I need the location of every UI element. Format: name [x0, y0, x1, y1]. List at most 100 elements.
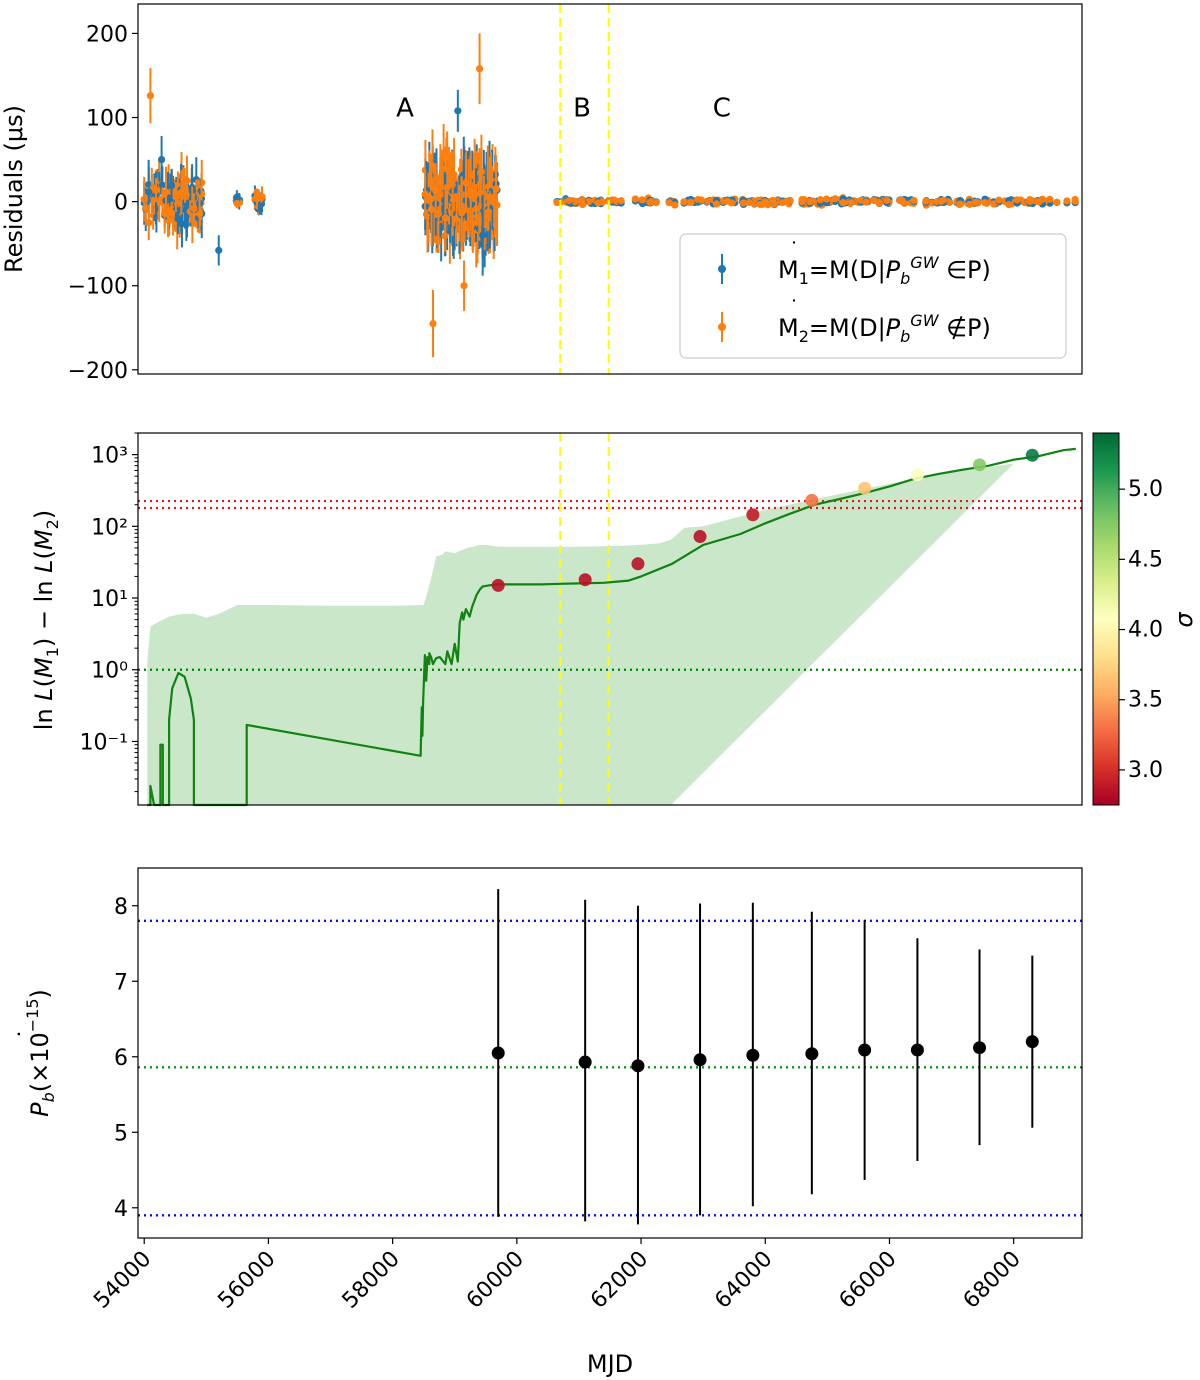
mjd-x-tick-label-6: 66000: [835, 1247, 902, 1314]
residual-point-M1-122: [158, 181, 166, 189]
likelihood-point-4: [746, 508, 760, 522]
residual-point-M2-737: [571, 198, 579, 206]
mjd-x-tick-label-0: 54000: [89, 1247, 156, 1314]
residual-point-M2-431: [472, 205, 480, 213]
residual-point-M1-hl5: [454, 107, 462, 115]
residual-point-M2-817: [883, 196, 891, 204]
residual-point-M2-481: [484, 208, 493, 216]
residual-point-M2-hl4: [475, 65, 484, 73]
likelihood-point-6: [858, 481, 872, 495]
residual-point-M2-755: [680, 198, 688, 206]
residuals-y-ticks: −200 −100 0 100 200: [68, 22, 138, 384]
colorbar: [1092, 432, 1120, 806]
likelihood-axes-frame: [137, 432, 1083, 806]
mjd-x-axis-label: MJD: [587, 1350, 633, 1378]
residual-point-M2-947: [761, 198, 769, 206]
likelihood-y-axis-label: ln L(M1) − ln L(M2): [30, 510, 62, 730]
residual-point-M2-883: [1035, 198, 1043, 206]
likelihood-point-0: [491, 578, 505, 592]
residual-point-M2-417: [471, 169, 479, 177]
residual-point-M2-689: [995, 196, 1003, 204]
legend-pbdot-dot-m1: ˙: [789, 238, 799, 262]
pbdot-y-axis-label-dot: ˙: [14, 1028, 42, 1040]
likelihood-point-8: [973, 458, 987, 472]
residual-point-M2-861: [745, 198, 753, 207]
residual-point-M2-929: [862, 198, 870, 206]
region-labels: A B C: [396, 93, 731, 123]
residual-point-M2-617: [1053, 198, 1061, 206]
legend-marker-m1: [718, 265, 726, 273]
legend-entry-m2: M2=M(D|PbGW ∉P): [778, 311, 991, 346]
residual-point-M2-575: [585, 197, 593, 206]
residual-point-M2-899: [898, 197, 906, 205]
mjd-x-tick-label-1: 56000: [213, 1247, 280, 1314]
legend-box: [679, 233, 1067, 359]
residual-point-M2-939: [598, 198, 607, 206]
residual-point-M2-923: [1026, 197, 1034, 205]
residual-point-M2-485: [462, 179, 470, 187]
residual-point-M2-421: [449, 195, 457, 203]
residual-point-M1-hl6: [479, 231, 487, 239]
residual-point-M1-84: [145, 188, 153, 196]
pbdot-y-tick-label-0: 4: [114, 1197, 128, 1222]
likelihood-point-1: [578, 573, 592, 587]
pbdot-point-3: [693, 1053, 707, 1067]
residual-point-M2-487: [458, 209, 466, 217]
likelihood-y-ticks: 10⁻¹ 10⁰ 10¹ 10² 10³: [80, 432, 138, 793]
residual-point-M1-112: [174, 215, 182, 223]
residual-point-M2-465: [467, 187, 475, 195]
residual-point-M2-903: [1071, 197, 1079, 205]
pbdot-y-tick-label-4: 8: [114, 895, 128, 920]
likelihood-y-tick-label-2: 10¹: [91, 587, 128, 612]
pbdot-y-ticks: 4 5 6 7 8: [114, 895, 138, 1222]
colorbar-ticks: 3.0 3.5 4.0 4.5 5.0: [1119, 477, 1163, 783]
legend-marker-m2: [718, 323, 726, 331]
likelihood-panel: 10⁻¹ 10⁰ 10¹ 10² 10³ ln L(M1) − ln L(M2) 3.0…: [30, 432, 1198, 807]
residual-point-M1-hl1: [158, 155, 166, 164]
mjd-x-tick-label-2: 58000: [338, 1247, 405, 1314]
likelihood-y-tick-label-4: 10³: [91, 444, 128, 469]
residual-point-M2-787: [687, 198, 695, 206]
residual-point-M2-835: [981, 199, 989, 207]
likelihood-uncertainty-band: [147, 463, 1014, 805]
likelihood-y-tick-label-3: 10²: [91, 515, 128, 540]
residuals-axes-frame: [137, 3, 1083, 375]
pbdot-point-2: [631, 1059, 645, 1073]
pbdot-y-tick-label-1: 5: [114, 1121, 128, 1146]
residual-point-M2-137: [167, 209, 176, 217]
residual-point-M2-845: [956, 200, 964, 208]
residual-point-M2-479: [432, 187, 440, 195]
residuals-marks: [140, 4, 1079, 374]
pbdot-point-9: [1025, 1035, 1039, 1049]
residual-point-M2-471: [492, 185, 500, 193]
residual-point-M2-927: [769, 196, 777, 205]
residual-point-M2-825: [638, 196, 646, 204]
residual-point-M2-889: [712, 200, 721, 208]
residual-point-M2-893: [971, 198, 980, 206]
pbdot-panel: 4 5 6 7 8 54000 56000 58000 60000 62000 64000 6600…: [14, 867, 1083, 1378]
residual-point-M2-911: [806, 198, 814, 206]
residual-point-M2-873: [565, 196, 573, 205]
likelihood-point-3: [693, 530, 707, 544]
residual-point-M2-681: [671, 201, 679, 209]
residuals-y-tick-label-2: 0: [114, 191, 128, 216]
residual-point-M2-781: [665, 199, 673, 207]
residual-point-M2-819: [922, 197, 930, 205]
residual-point-M2-877: [647, 197, 655, 206]
residuals-y-tick-label-4: 200: [86, 22, 128, 47]
residual-point-M2-131: [195, 210, 204, 218]
residual-point-M2-943: [1013, 196, 1021, 204]
pbdot-point-0: [491, 1046, 505, 1060]
colorbar-tick-label-0: 3.0: [1128, 758, 1163, 783]
residual-point-M2-477: [441, 214, 450, 222]
residuals-y-tick-label-3: 100: [86, 107, 128, 132]
pbdot-point-6: [858, 1043, 872, 1057]
likelihood-point-9: [1025, 448, 1039, 462]
residual-point-M2-43: [142, 204, 150, 212]
residual-point-M2-483: [421, 190, 429, 198]
legend-pbdot-dot-m2: ˙: [789, 296, 799, 320]
region-label-c: C: [713, 93, 731, 123]
residual-point-M2-459: [427, 205, 436, 214]
mjd-x-tick-label-7: 68000: [959, 1247, 1026, 1314]
residual-point-M2-139: [190, 204, 198, 213]
